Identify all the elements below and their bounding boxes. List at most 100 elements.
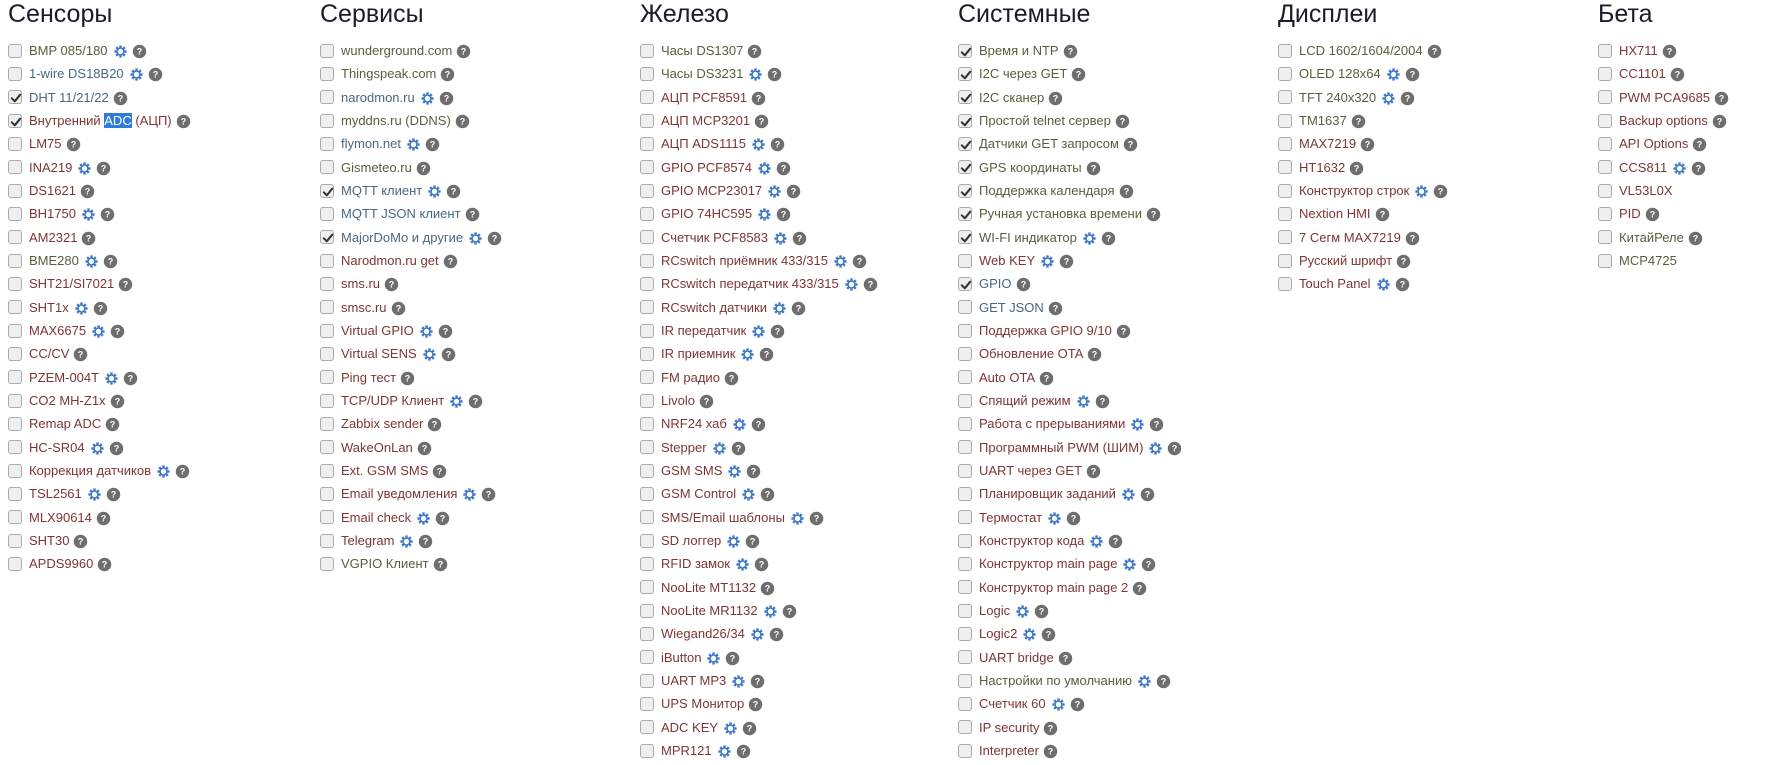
svg-text:?: ? bbox=[97, 303, 103, 313]
svg-text:?: ? bbox=[1106, 234, 1112, 244]
svg-text:?: ? bbox=[101, 164, 107, 174]
svg-text:?: ? bbox=[1697, 140, 1703, 150]
svg-text:?: ? bbox=[445, 350, 451, 360]
svg-text:?: ? bbox=[1717, 117, 1723, 127]
svg-text:?: ? bbox=[101, 513, 107, 523]
svg-text:?: ? bbox=[775, 140, 781, 150]
svg-text:?: ? bbox=[85, 187, 91, 197]
svg-text:?: ? bbox=[1145, 490, 1151, 500]
svg-text:?: ? bbox=[437, 467, 443, 477]
svg-text:?: ? bbox=[117, 94, 123, 104]
svg-text:?: ? bbox=[1121, 327, 1127, 337]
svg-text:?: ? bbox=[1099, 397, 1105, 407]
svg-text:?: ? bbox=[430, 140, 436, 150]
svg-text:?: ? bbox=[460, 117, 466, 127]
svg-text:?: ? bbox=[750, 537, 756, 547]
svg-text:?: ? bbox=[1696, 164, 1702, 174]
svg-text:?: ? bbox=[752, 47, 758, 57]
svg-text:?: ? bbox=[755, 677, 761, 687]
svg-text:?: ? bbox=[105, 210, 111, 220]
svg-text:?: ? bbox=[111, 490, 117, 500]
svg-text:?: ? bbox=[751, 467, 757, 477]
svg-text:?: ? bbox=[1379, 210, 1385, 220]
svg-text:?: ? bbox=[1074, 700, 1080, 710]
svg-text:?: ? bbox=[395, 303, 401, 313]
svg-text:?: ? bbox=[1151, 210, 1157, 220]
svg-text:?: ? bbox=[868, 280, 874, 290]
svg-text:?: ? bbox=[492, 234, 498, 244]
svg-text:?: ? bbox=[1674, 70, 1680, 80]
svg-text:?: ? bbox=[445, 70, 451, 80]
svg-text:?: ? bbox=[1719, 94, 1725, 104]
svg-text:?: ? bbox=[1048, 723, 1054, 733]
svg-text:?: ? bbox=[857, 257, 863, 267]
svg-text:?: ? bbox=[1137, 583, 1143, 593]
svg-text:?: ? bbox=[1076, 70, 1082, 80]
svg-text:?: ? bbox=[123, 280, 129, 290]
svg-text:?: ? bbox=[1123, 187, 1129, 197]
svg-text:?: ? bbox=[423, 537, 429, 547]
svg-text:?: ? bbox=[1409, 70, 1415, 80]
svg-text:?: ? bbox=[421, 164, 427, 174]
svg-text:?: ? bbox=[1044, 373, 1050, 383]
svg-text:?: ? bbox=[1399, 280, 1405, 290]
svg-text:?: ? bbox=[1355, 117, 1361, 127]
svg-text:?: ? bbox=[774, 630, 780, 640]
svg-text:?: ? bbox=[114, 397, 120, 407]
svg-text:?: ? bbox=[753, 700, 759, 710]
svg-text:?: ? bbox=[1154, 420, 1160, 430]
svg-text:?: ? bbox=[765, 583, 771, 593]
svg-text:?: ? bbox=[1091, 467, 1097, 477]
svg-text:?: ? bbox=[775, 327, 781, 337]
svg-text:?: ? bbox=[765, 490, 771, 500]
svg-text:?: ? bbox=[1438, 187, 1444, 197]
svg-text:?: ? bbox=[730, 653, 736, 663]
svg-text:?: ? bbox=[729, 373, 735, 383]
svg-text:?: ? bbox=[1431, 47, 1437, 57]
svg-text:?: ? bbox=[759, 117, 765, 127]
svg-text:?: ? bbox=[469, 210, 475, 220]
svg-text:?: ? bbox=[1401, 257, 1407, 267]
svg-text:?: ? bbox=[1410, 234, 1416, 244]
svg-text:?: ? bbox=[461, 47, 467, 57]
svg-text:?: ? bbox=[781, 164, 787, 174]
svg-text:?: ? bbox=[486, 490, 492, 500]
svg-text:?: ? bbox=[110, 420, 116, 430]
svg-text:?: ? bbox=[443, 94, 449, 104]
svg-text:?: ? bbox=[1128, 140, 1134, 150]
svg-text:?: ? bbox=[405, 373, 411, 383]
svg-text:?: ? bbox=[1039, 607, 1045, 617]
svg-text:?: ? bbox=[1146, 560, 1152, 570]
svg-text:?: ? bbox=[797, 234, 803, 244]
svg-text:?: ? bbox=[747, 723, 753, 733]
svg-text:?: ? bbox=[1649, 210, 1655, 220]
svg-text:?: ? bbox=[432, 420, 438, 430]
svg-text:?: ? bbox=[473, 397, 479, 407]
svg-text:?: ? bbox=[1667, 47, 1673, 57]
svg-text:?: ? bbox=[440, 513, 446, 523]
svg-text:?: ? bbox=[1046, 630, 1052, 640]
svg-text:?: ? bbox=[791, 187, 797, 197]
svg-text:?: ? bbox=[756, 420, 762, 430]
svg-text:?: ? bbox=[740, 747, 746, 757]
svg-text:?: ? bbox=[447, 257, 453, 267]
svg-text:?: ? bbox=[422, 443, 428, 453]
svg-text:?: ? bbox=[1053, 303, 1059, 313]
svg-text:?: ? bbox=[442, 327, 448, 337]
svg-text:?: ? bbox=[180, 117, 186, 127]
svg-text:?: ? bbox=[451, 187, 457, 197]
svg-text:?: ? bbox=[108, 257, 114, 267]
svg-text:?: ? bbox=[1067, 47, 1073, 57]
svg-text:?: ? bbox=[180, 467, 186, 477]
svg-text:?: ? bbox=[781, 210, 787, 220]
svg-text:?: ? bbox=[1053, 94, 1059, 104]
svg-text:?: ? bbox=[115, 327, 121, 337]
svg-text:?: ? bbox=[1693, 234, 1699, 244]
svg-text:?: ? bbox=[70, 140, 76, 150]
svg-text:?: ? bbox=[1405, 94, 1411, 104]
svg-text:?: ? bbox=[772, 70, 778, 80]
svg-text:?: ? bbox=[704, 397, 710, 407]
svg-text:?: ? bbox=[78, 537, 84, 547]
svg-text:?: ? bbox=[1071, 513, 1077, 523]
svg-text:?: ? bbox=[136, 47, 142, 57]
